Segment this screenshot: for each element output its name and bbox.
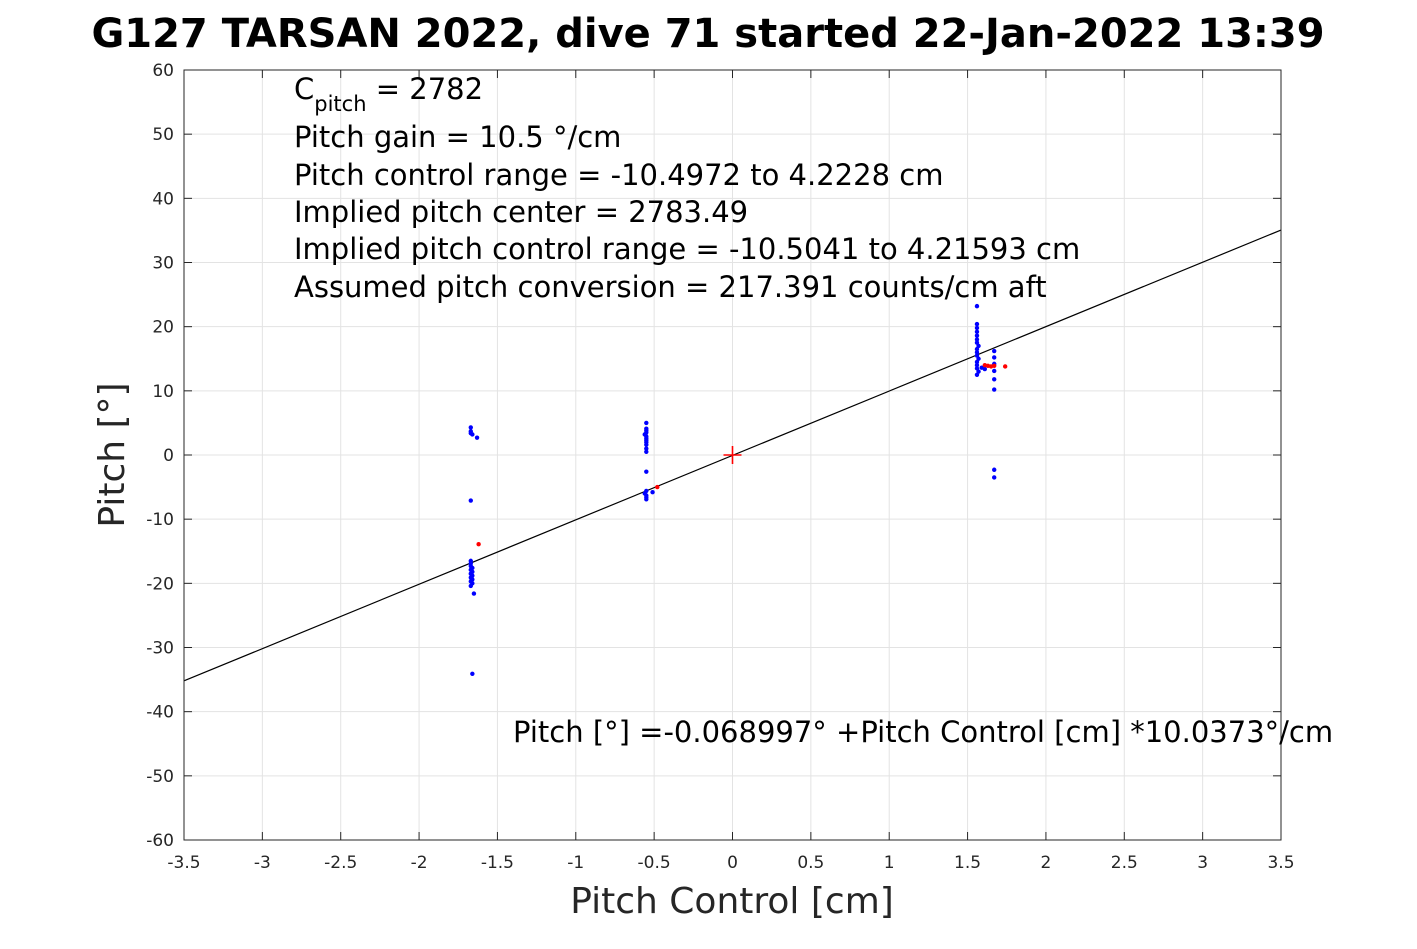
center-marker	[723, 446, 742, 464]
data-point	[468, 425, 473, 430]
x-tick-label: 3	[1197, 853, 1208, 873]
x-tick-label: 1.5	[954, 853, 981, 873]
y-tick-label: -30	[146, 639, 174, 659]
data-point	[974, 359, 980, 365]
x-tick-label: 0.5	[797, 853, 824, 873]
data-point	[992, 368, 997, 374]
x-tick-label: 1	[884, 853, 895, 873]
data-point	[992, 363, 997, 369]
annotation-implied-pitch-range: Implied pitch control range = -10.5041 t…	[294, 232, 1080, 266]
data-point	[992, 475, 997, 480]
data-point	[476, 541, 481, 547]
fit-equation: Pitch [°] =-0.068997° +Pitch Control [cm…	[513, 715, 1333, 749]
data-point	[644, 442, 649, 447]
x-tick-label: -1.5	[481, 853, 514, 873]
y-tick-label: -50	[146, 767, 174, 787]
ticks: -3.5 -3 -2.5 -2 -1.5 -1 -0.5 0 0.5 1 1.5 2 2.5 3 3.5 -6…	[146, 61, 1294, 873]
y-tick-label: 50	[152, 125, 174, 145]
y-tick-label: 10	[152, 382, 174, 402]
data-point	[644, 469, 649, 474]
data-point	[644, 497, 649, 502]
data-point	[992, 467, 997, 472]
annotation-c-pitch-value: = 2782	[367, 72, 484, 106]
y-tick-label: 0	[163, 446, 174, 466]
x-tick-label: -1	[567, 853, 584, 873]
y-tick-label: 20	[152, 318, 174, 338]
x-tick-label: -2	[411, 853, 428, 873]
data-point	[992, 355, 997, 360]
data-point	[992, 387, 997, 392]
data-point	[471, 591, 477, 596]
data-point	[1002, 364, 1008, 369]
data-point	[974, 303, 980, 309]
x-tick-label: -3.5	[167, 853, 200, 873]
x-tick-label: 2.5	[1111, 853, 1138, 873]
annotation-block: Cpitch = 2782 Pitch gain = 10.5 °/cm Pit…	[294, 72, 1080, 304]
data-point	[470, 671, 475, 677]
y-axis-label: Pitch [°]	[92, 382, 133, 527]
data-point	[974, 325, 980, 331]
annotation-implied-pitch-center: Implied pitch center = 2783.49	[294, 195, 748, 229]
data-point	[650, 490, 655, 495]
data-point	[992, 377, 997, 382]
y-tick-label: -20	[146, 574, 174, 594]
data-point	[982, 366, 988, 372]
data-point	[644, 420, 649, 426]
annotation-c-pitch-subscript: pitch	[314, 92, 366, 116]
data-point	[470, 432, 475, 437]
y-tick-label: -40	[146, 703, 174, 723]
data-point	[974, 350, 980, 355]
chart-title: G127 TARSAN 2022, dive 71 started 22-Jan…	[91, 11, 1324, 57]
x-tick-label: 2	[1041, 853, 1052, 873]
data-point	[974, 346, 980, 352]
annotation-pitch-gain: Pitch gain = 10.5 °/cm	[294, 120, 621, 154]
x-tick-label: 3.5	[1267, 853, 1294, 873]
data-layer	[183, 229, 1282, 682]
x-tick-label: -2.5	[324, 853, 357, 873]
data-point	[474, 435, 480, 440]
data-point	[974, 337, 980, 342]
data-point	[468, 583, 473, 589]
x-tick-label: 0	[727, 853, 738, 873]
data-point	[974, 362, 980, 368]
data-point	[655, 484, 660, 490]
data-point	[644, 449, 649, 454]
y-tick-label: -60	[146, 831, 174, 851]
annotation-pitch-control-range: Pitch control range = -10.4972 to 4.2228…	[294, 158, 943, 192]
annotation-c-pitch: Cpitch = 2782	[294, 72, 483, 116]
y-tick-label: -10	[146, 510, 174, 530]
data-point	[974, 321, 980, 327]
x-tick-label: -3	[254, 853, 271, 873]
data-point	[992, 348, 997, 354]
x-axis-label: Pitch Control [cm]	[570, 881, 894, 922]
y-tick-label: 60	[152, 61, 174, 81]
annotation-pitch-conversion: Assumed pitch conversion = 217.391 count…	[294, 270, 1047, 304]
data-point	[974, 329, 980, 334]
annotation-c-pitch-main: C	[294, 72, 314, 106]
series-1	[476, 362, 1008, 547]
y-tick-label: 40	[152, 189, 174, 209]
data-point	[974, 333, 980, 338]
x-tick-label: -0.5	[638, 853, 671, 873]
data-point	[974, 372, 980, 377]
data-point	[468, 498, 473, 503]
y-tick-label: 30	[152, 254, 174, 274]
data-point	[644, 446, 649, 451]
